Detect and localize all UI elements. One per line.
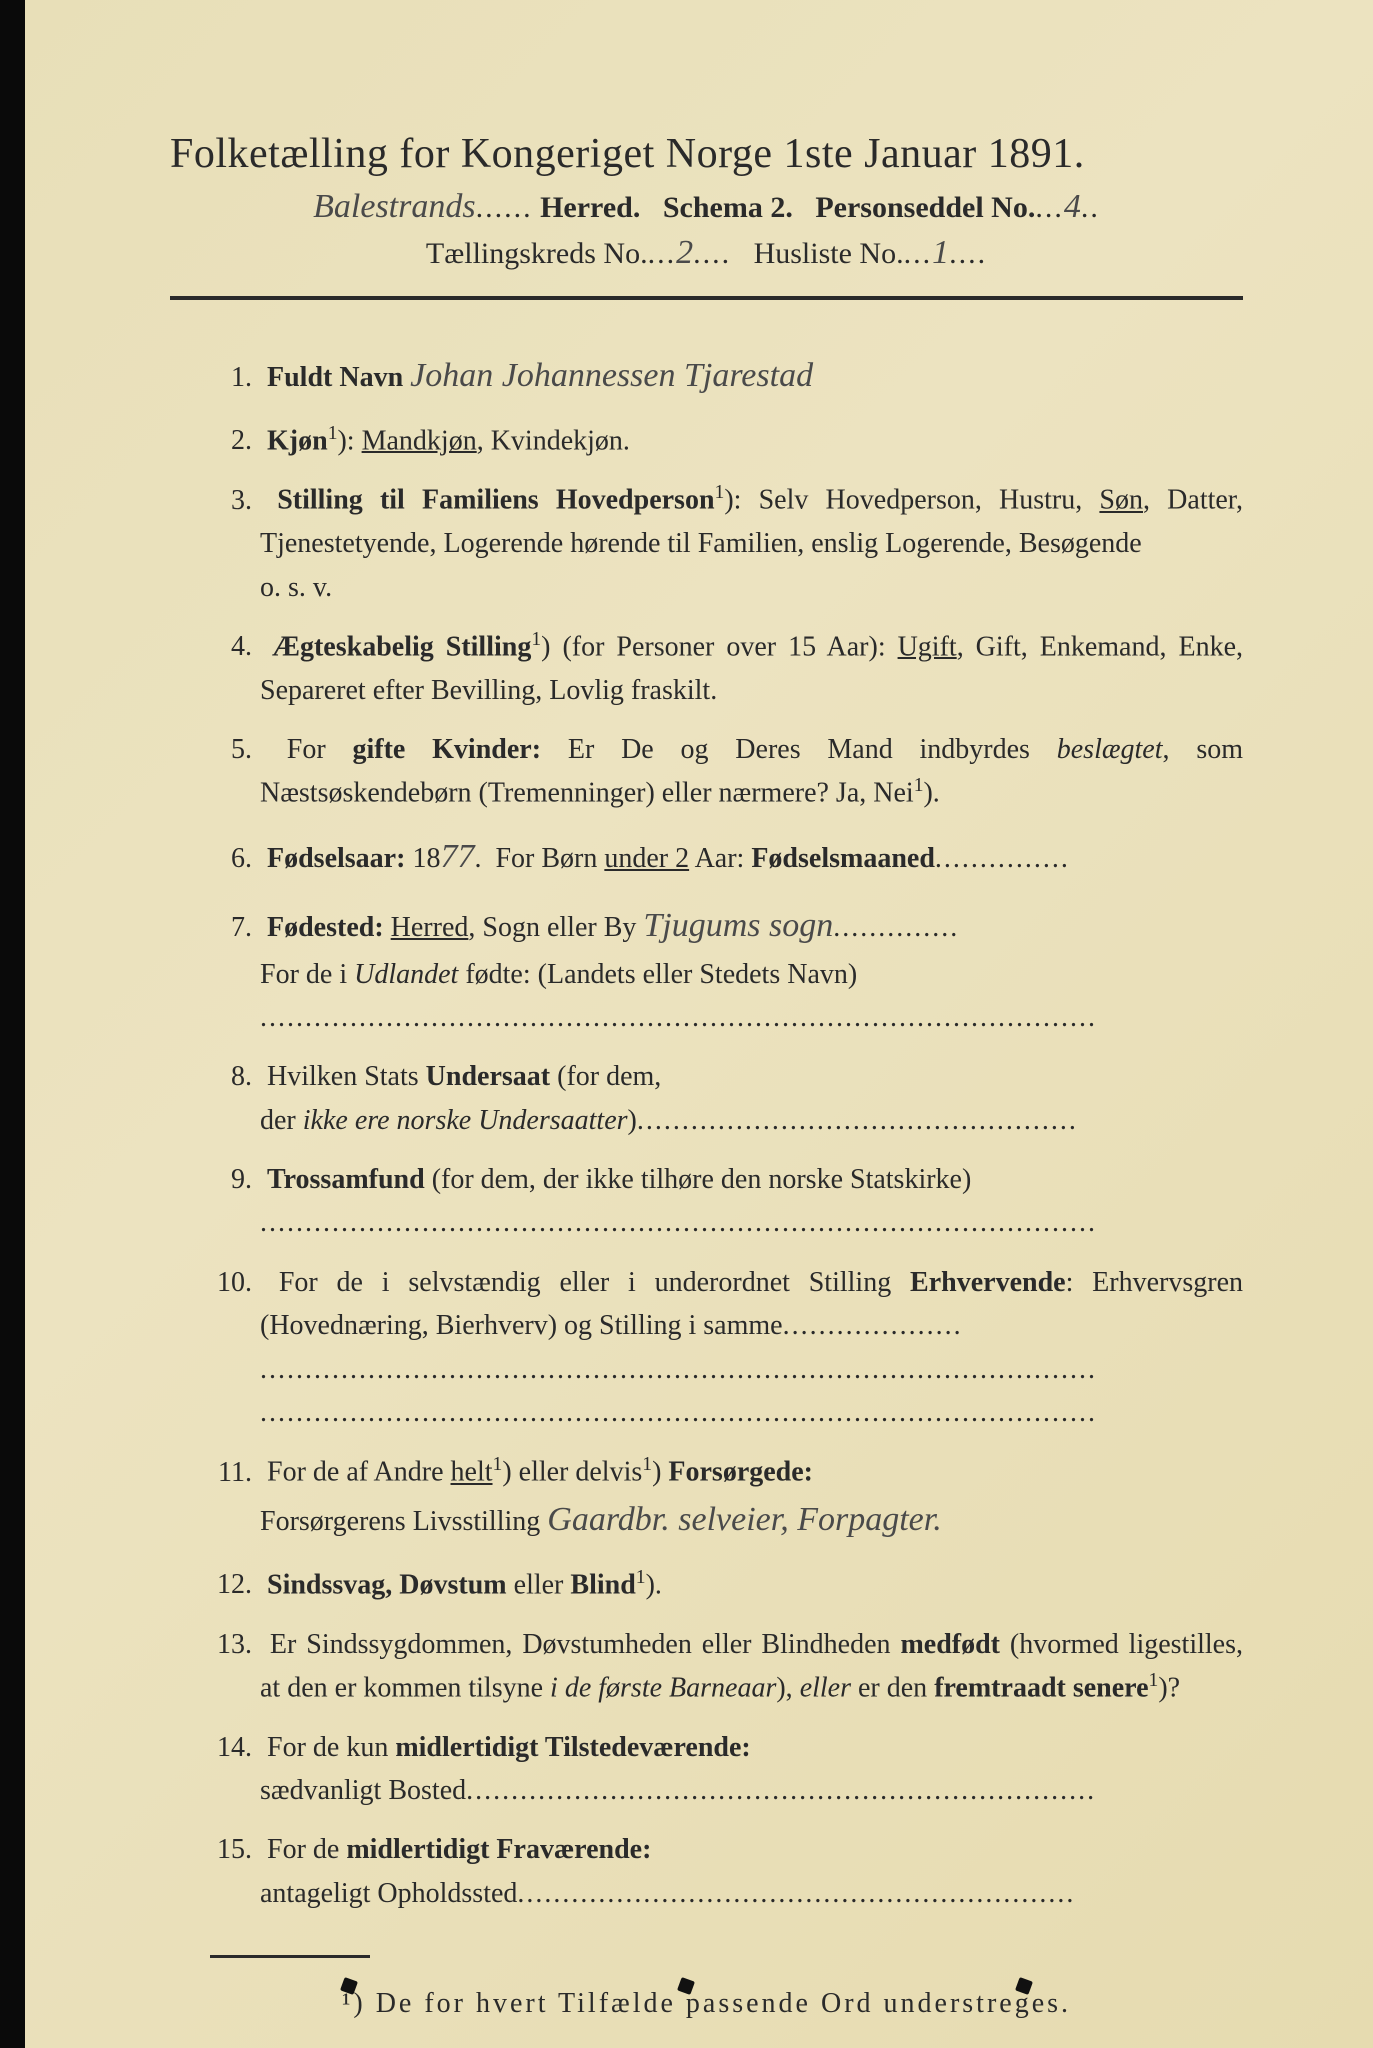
hole-icon bbox=[340, 1977, 358, 1995]
footnote: ¹) De for hvert Tilfælde passende Ord un… bbox=[170, 1988, 1243, 2020]
form-item: 9. Trossamfund (for dem, der ikke tilhør… bbox=[170, 1158, 1243, 1245]
header-line-3: Tællingskreds No....2.... Husliste No...… bbox=[170, 234, 1243, 272]
form-item: 14. For de kun midlertidigt Tilstedevære… bbox=[170, 1726, 1243, 1813]
person-label: Personseddel No. bbox=[815, 191, 1035, 224]
item-number: 7. bbox=[200, 906, 252, 949]
form-item: 13. Er Sindssygdommen, Døvstumheden elle… bbox=[170, 1623, 1243, 1710]
header-line-2: Balestrands...... Herred. Schema 2. Pers… bbox=[170, 188, 1243, 226]
kreds-label: Tællingskreds No. bbox=[426, 237, 648, 270]
husliste-label: Husliste No. bbox=[754, 237, 904, 270]
item-number: 13. bbox=[200, 1623, 252, 1666]
census-form-page: Folketælling for Kongeriget Norge 1ste J… bbox=[0, 0, 1373, 2048]
schema-label: Schema 2. bbox=[663, 191, 793, 224]
item-number: 5. bbox=[200, 728, 252, 771]
herred-label: Herred. bbox=[540, 191, 640, 224]
footnote-divider bbox=[210, 1955, 370, 1958]
form-item: 2. Kjøn1): Mandkjøn, Kvindekjøn. bbox=[170, 419, 1243, 463]
form-item: 15. For de midlertidigt Fraværende:antag… bbox=[170, 1828, 1243, 1915]
herred-handwritten: Balestrands bbox=[313, 188, 475, 225]
form-item: 1. Fuldt Navn Johan Johannessen Tjaresta… bbox=[170, 350, 1243, 403]
item-number: 8. bbox=[200, 1055, 252, 1098]
husliste-no: 1 bbox=[932, 234, 949, 271]
kreds-no: 2 bbox=[676, 234, 693, 271]
hole-icon bbox=[678, 1977, 696, 1995]
form-item: 7. Fødested: Herred, Sogn eller By Tjugu… bbox=[170, 900, 1243, 1039]
item-number: 10. bbox=[200, 1261, 252, 1304]
item-number: 3. bbox=[200, 479, 252, 522]
form-item: 11. For de af Andre helt1) eller delvis1… bbox=[170, 1450, 1243, 1546]
form-item: 10. For de i selvstændig eller i underor… bbox=[170, 1261, 1243, 1435]
item-number: 1. bbox=[200, 356, 252, 399]
form-item: 3. Stilling til Familiens Hovedperson1):… bbox=[170, 478, 1243, 609]
item-number: 14. bbox=[200, 1726, 252, 1769]
item-number: 15. bbox=[200, 1828, 252, 1871]
page-title: Folketælling for Kongeriget Norge 1ste J… bbox=[170, 130, 1243, 178]
binding-holes bbox=[0, 1979, 1373, 1993]
item-number: 12. bbox=[200, 1563, 252, 1606]
item-number: 9. bbox=[200, 1158, 252, 1201]
header-divider bbox=[170, 296, 1243, 300]
form-item: 12. Sindssvag, Døvstum eller Blind1). bbox=[170, 1563, 1243, 1607]
item-number: 4. bbox=[200, 625, 252, 668]
form-item: 5. For gifte Kvinder: Er De og Deres Man… bbox=[170, 728, 1243, 815]
form-item: 4. Ægteskabelig Stilling1) (for Personer… bbox=[170, 625, 1243, 712]
item-number: 6. bbox=[200, 837, 252, 880]
form-items-list: 1. Fuldt Navn Johan Johannessen Tjaresta… bbox=[170, 350, 1243, 1915]
hole-icon bbox=[1015, 1977, 1033, 1995]
item-number: 2. bbox=[200, 419, 252, 462]
form-item: 6. Fødselsaar: 1877. For Børn under 2 Aa… bbox=[170, 831, 1243, 884]
item-number: 11. bbox=[200, 1451, 252, 1494]
form-item: 8. Hvilken Stats Undersaat (for dem,der … bbox=[170, 1055, 1243, 1142]
person-no: 4 bbox=[1064, 188, 1081, 225]
